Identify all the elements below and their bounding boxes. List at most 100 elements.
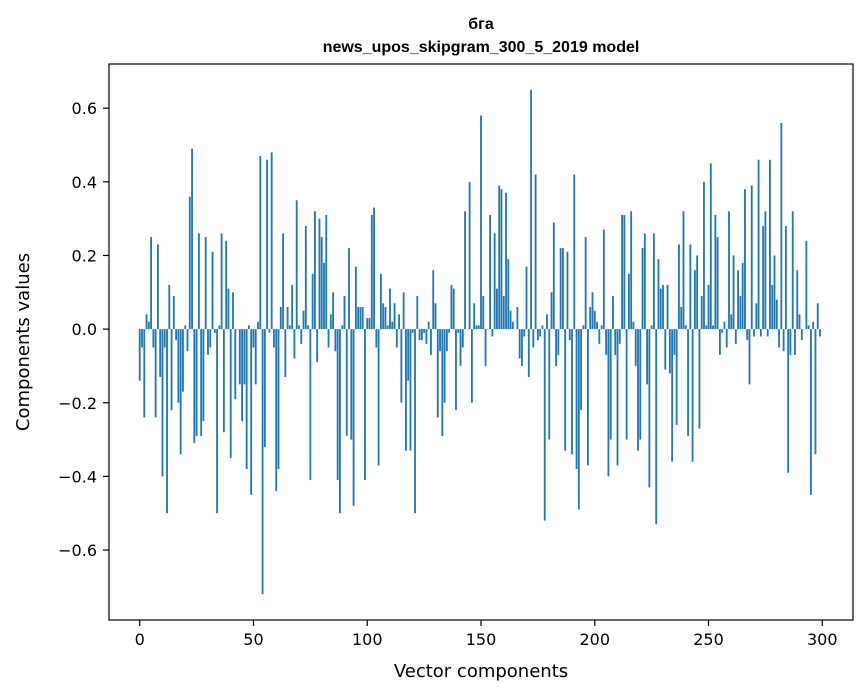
bar-133 — [441, 329, 444, 436]
y-tick-label: 0.4 — [72, 173, 97, 192]
bar-16 — [175, 329, 178, 341]
bar-137 — [450, 284, 453, 330]
bar-192 — [575, 329, 578, 470]
bar-163 — [509, 310, 512, 330]
bar-19 — [182, 329, 184, 392]
bar-271 — [755, 303, 758, 330]
bar-220 — [639, 329, 642, 440]
bar-7 — [154, 329, 157, 418]
bar-223 — [646, 329, 648, 385]
bar-187 — [564, 329, 567, 451]
bar-67 — [291, 284, 294, 330]
bar-258 — [725, 329, 728, 348]
bar-293 — [805, 240, 808, 330]
bar-99 — [364, 329, 366, 481]
bar-166 — [516, 307, 519, 330]
bar-256 — [721, 329, 724, 333]
bar-111 — [391, 321, 394, 330]
bar-236 — [675, 329, 678, 425]
bar-1 — [141, 329, 143, 348]
bar-201 — [596, 321, 598, 330]
bar-154 — [489, 214, 492, 330]
bar-253 — [714, 214, 717, 330]
bar-274 — [762, 226, 765, 330]
bar-86 — [334, 329, 337, 352]
bar-series — [138, 89, 821, 595]
bar-151 — [482, 295, 485, 330]
bar-10 — [161, 329, 164, 477]
bar-5 — [150, 237, 152, 330]
bar-268 — [748, 329, 751, 385]
bar-173 — [532, 329, 535, 348]
bar-281 — [778, 329, 780, 348]
bar-150 — [480, 115, 482, 330]
bar-205 — [605, 329, 608, 355]
x-tick-label: 250 — [693, 630, 724, 649]
bar-157 — [496, 288, 498, 330]
bar-228 — [657, 259, 660, 330]
bar-169 — [523, 329, 526, 337]
bar-63 — [282, 233, 284, 330]
x-tick-label: 0 — [135, 630, 145, 649]
bar-298 — [816, 303, 819, 330]
bar-206 — [607, 329, 610, 477]
bar-156 — [493, 233, 496, 330]
bar-181 — [550, 292, 553, 330]
y-tick-label: −0.2 — [58, 394, 97, 413]
bar-190 — [571, 329, 573, 455]
bar-106 — [379, 273, 382, 330]
bar-78 — [316, 329, 319, 363]
bar-116 — [402, 292, 405, 330]
bar-234 — [671, 329, 674, 462]
bar-84 — [329, 314, 332, 330]
bar-66 — [288, 325, 291, 330]
bar-225 — [650, 325, 653, 330]
bar-9 — [159, 329, 162, 377]
bar-254 — [716, 237, 719, 330]
bar-246 — [698, 329, 701, 429]
bar-171 — [527, 329, 530, 377]
bar-85 — [332, 292, 335, 330]
bar-56 — [266, 159, 269, 330]
bar-35 — [218, 325, 221, 330]
bar-148 — [475, 325, 478, 330]
bar-123 — [418, 329, 421, 341]
bar-213 — [623, 214, 626, 330]
bar-25 — [195, 329, 198, 436]
bar-249 — [705, 325, 708, 330]
bar-135 — [445, 329, 448, 352]
bar-44 — [238, 329, 241, 385]
bar-264 — [739, 295, 742, 330]
bar-260 — [730, 314, 733, 330]
bar-283 — [782, 329, 785, 352]
bar-77 — [314, 211, 316, 330]
bar-222 — [643, 233, 646, 330]
bar-184 — [557, 329, 560, 355]
bar-73 — [304, 226, 307, 330]
bar-23 — [191, 148, 193, 330]
x-axis-ticks: 0 50 100 150 200 250 300 — [135, 620, 838, 649]
bar-139 — [455, 329, 457, 411]
bar-188 — [566, 251, 569, 330]
bar-162 — [507, 259, 510, 330]
x-axis-label: Vector components — [394, 661, 568, 682]
bar-267 — [746, 329, 749, 341]
bar-22 — [188, 196, 191, 330]
bar-212 — [621, 214, 623, 330]
bar-237 — [678, 244, 680, 330]
bar-45 — [241, 329, 244, 422]
y-tick-label: 0.6 — [72, 99, 97, 118]
bar-235 — [673, 329, 676, 355]
bar-127 — [427, 321, 430, 330]
bar-290 — [798, 314, 801, 330]
bar-270 — [753, 329, 755, 337]
bar-125 — [423, 329, 426, 333]
bar-136 — [448, 329, 451, 333]
bar-284 — [784, 226, 787, 330]
bar-294 — [807, 325, 810, 330]
bar-261 — [732, 255, 735, 330]
bar-167 — [518, 329, 521, 359]
bar-265 — [741, 262, 744, 330]
x-tick-label: 300 — [807, 630, 838, 649]
bar-76 — [311, 273, 314, 330]
